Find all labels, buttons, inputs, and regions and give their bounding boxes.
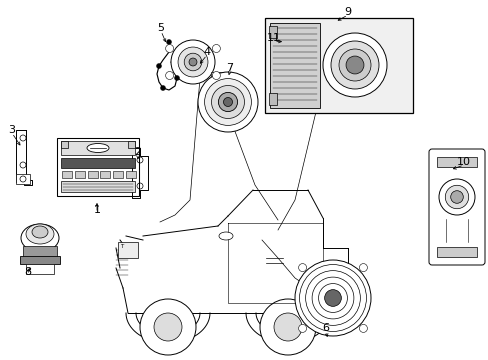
- Circle shape: [223, 98, 232, 107]
- Circle shape: [211, 85, 244, 118]
- Circle shape: [184, 53, 202, 71]
- Bar: [87, 171, 98, 178]
- Bar: [61, 141, 135, 155]
- Circle shape: [165, 72, 173, 80]
- Circle shape: [204, 78, 251, 125]
- Circle shape: [438, 179, 474, 215]
- Bar: [210, 72, 226, 84]
- Text: 7: 7: [226, 63, 233, 73]
- Text: 8: 8: [24, 267, 32, 277]
- Circle shape: [260, 299, 315, 355]
- Circle shape: [156, 63, 161, 68]
- Bar: [128, 141, 135, 148]
- Circle shape: [359, 264, 366, 271]
- Bar: [23, 246, 57, 258]
- Bar: [61, 158, 135, 168]
- Bar: [268, 26, 276, 38]
- Circle shape: [445, 185, 468, 209]
- Bar: [126, 171, 136, 178]
- Circle shape: [450, 191, 462, 203]
- Text: 5: 5: [157, 23, 164, 33]
- Text: 1: 1: [93, 205, 101, 215]
- Circle shape: [346, 56, 363, 74]
- Bar: [16, 174, 30, 184]
- Circle shape: [273, 313, 302, 341]
- Ellipse shape: [26, 224, 54, 244]
- Circle shape: [218, 93, 237, 112]
- Circle shape: [330, 41, 378, 89]
- Circle shape: [298, 324, 306, 332]
- Bar: [62, 171, 72, 178]
- Circle shape: [298, 264, 306, 271]
- Bar: [113, 171, 123, 178]
- Text: 6: 6: [322, 323, 329, 333]
- Bar: [118, 242, 138, 258]
- Circle shape: [212, 45, 220, 53]
- Circle shape: [178, 47, 207, 77]
- Text: 4: 4: [203, 47, 210, 57]
- Circle shape: [160, 85, 165, 90]
- Text: 11: 11: [266, 33, 281, 43]
- Bar: [436, 247, 476, 257]
- Bar: [436, 157, 476, 167]
- Circle shape: [212, 72, 220, 80]
- Circle shape: [171, 40, 215, 84]
- FancyBboxPatch shape: [428, 149, 484, 265]
- Circle shape: [166, 40, 171, 45]
- Ellipse shape: [32, 226, 48, 238]
- Text: 9: 9: [344, 7, 351, 17]
- Circle shape: [323, 33, 386, 97]
- Circle shape: [294, 260, 370, 336]
- Bar: [264, 18, 412, 113]
- Circle shape: [140, 299, 196, 355]
- Circle shape: [324, 290, 341, 306]
- Circle shape: [338, 49, 370, 81]
- Bar: [20, 256, 60, 264]
- Circle shape: [154, 313, 182, 341]
- Text: 3: 3: [8, 125, 16, 135]
- Ellipse shape: [219, 232, 232, 240]
- Bar: [100, 171, 110, 178]
- Bar: [268, 93, 276, 105]
- Bar: [269, 23, 319, 108]
- Circle shape: [359, 324, 366, 332]
- Bar: [75, 171, 84, 178]
- Text: T: T: [120, 243, 123, 248]
- Bar: [61, 141, 68, 148]
- Bar: [61, 181, 135, 192]
- Circle shape: [174, 76, 179, 81]
- Circle shape: [165, 45, 173, 53]
- Ellipse shape: [87, 144, 109, 153]
- Bar: [57, 138, 139, 196]
- Ellipse shape: [21, 224, 59, 252]
- Polygon shape: [16, 130, 32, 185]
- Circle shape: [198, 72, 258, 132]
- Polygon shape: [132, 148, 148, 198]
- Bar: [26, 264, 54, 274]
- Circle shape: [189, 58, 197, 66]
- Text: 10: 10: [456, 157, 470, 167]
- Text: 2: 2: [134, 147, 141, 157]
